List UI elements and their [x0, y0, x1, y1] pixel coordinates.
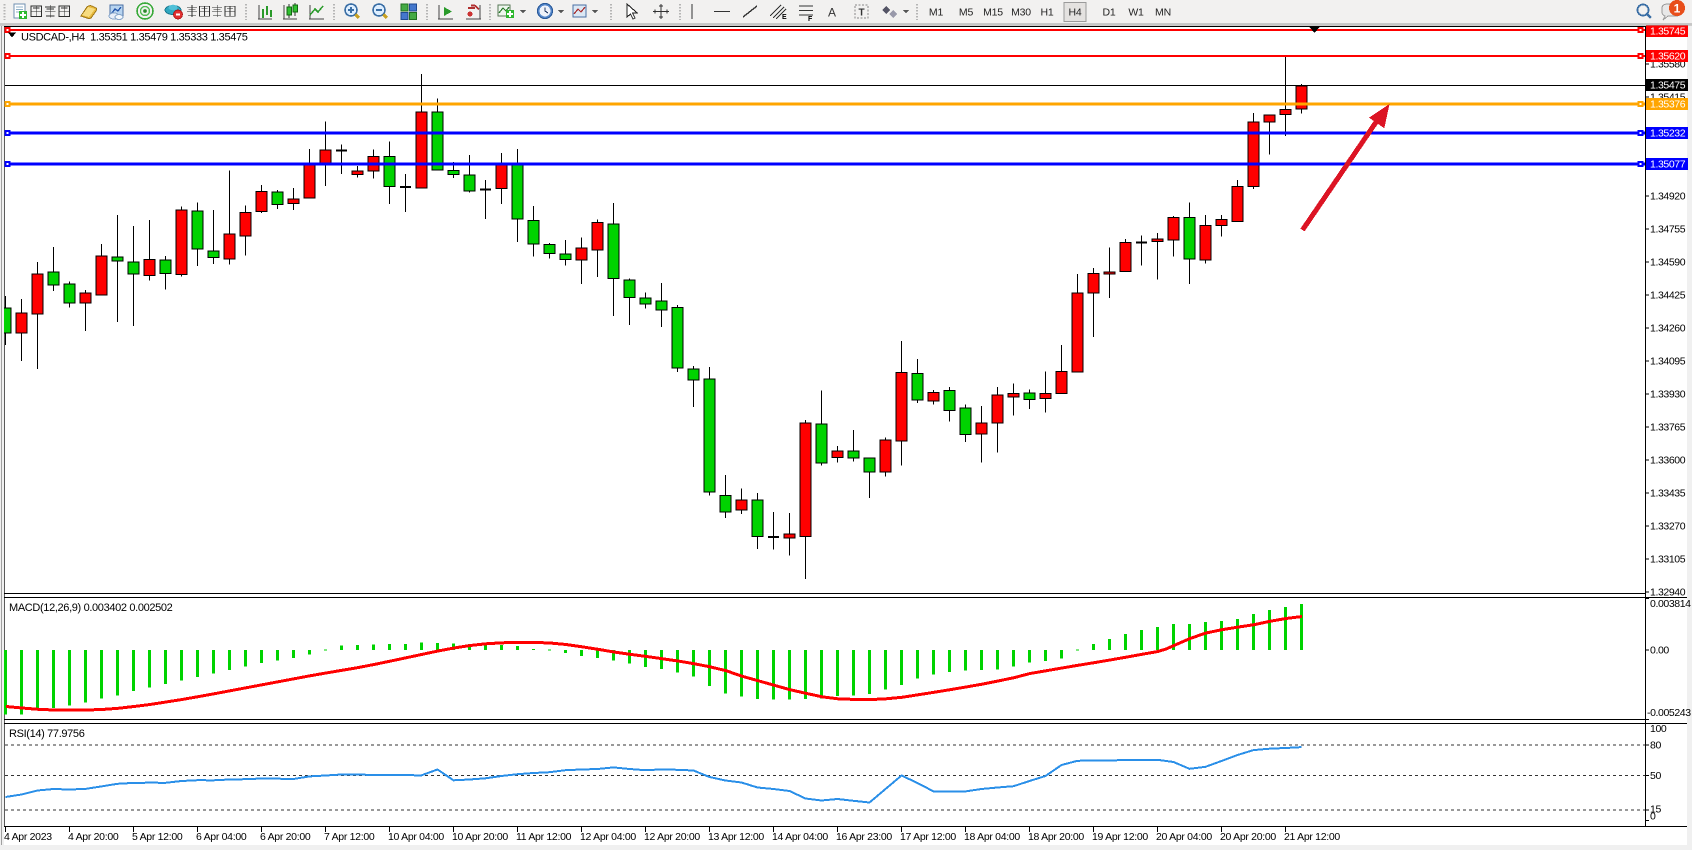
svg-text:100: 100 — [1650, 723, 1667, 735]
svg-text:50: 50 — [1650, 770, 1661, 782]
svg-text:1.34590: 1.34590 — [1650, 257, 1686, 269]
svg-text:4 Apr 2023: 4 Apr 2023 — [4, 831, 52, 843]
svg-text:1.34920: 1.34920 — [1650, 191, 1686, 203]
svg-text:18 Apr 20:00: 18 Apr 20:00 — [1028, 831, 1084, 843]
svg-text:20 Apr 04:00: 20 Apr 04:00 — [1156, 831, 1212, 843]
svg-text:1.34425: 1.34425 — [1650, 290, 1686, 302]
svg-text:80: 80 — [1650, 740, 1661, 752]
svg-text:1.35620: 1.35620 — [1650, 51, 1686, 63]
svg-text:11 Apr 12:00: 11 Apr 12:00 — [516, 831, 572, 843]
svg-text:1.35232: 1.35232 — [1650, 128, 1686, 140]
svg-text:0: 0 — [1650, 811, 1656, 823]
svg-text:1.33105: 1.33105 — [1650, 554, 1686, 566]
svg-text:RSI(14) 77.9756: RSI(14) 77.9756 — [9, 728, 85, 740]
svg-text:0.00: 0.00 — [1650, 645, 1669, 657]
svg-text:1.33765: 1.33765 — [1650, 422, 1686, 434]
svg-text:1.35745: 1.35745 — [1650, 26, 1686, 38]
svg-text:10 Apr 04:00: 10 Apr 04:00 — [388, 831, 444, 843]
svg-text:1.34260: 1.34260 — [1650, 323, 1686, 335]
svg-text:1.34095: 1.34095 — [1650, 356, 1686, 368]
svg-text:21 Apr 12:00: 21 Apr 12:00 — [1284, 831, 1340, 843]
svg-text:1.33270: 1.33270 — [1650, 521, 1686, 533]
svg-text:14 Apr 04:00: 14 Apr 04:00 — [772, 831, 828, 843]
svg-text:T: T — [859, 8, 865, 19]
svg-text:1.33600: 1.33600 — [1650, 455, 1686, 467]
svg-text:1.32940: 1.32940 — [1650, 587, 1686, 599]
svg-text:1.33930: 1.33930 — [1650, 389, 1686, 401]
svg-text:M15: M15 — [983, 7, 1003, 19]
svg-text:M1: M1 — [929, 7, 944, 19]
svg-text:MACD(12,26,9) 0.003402 0.00250: MACD(12,26,9) 0.003402 0.002502 — [9, 602, 173, 614]
svg-text:19 Apr 12:00: 19 Apr 12:00 — [1092, 831, 1148, 843]
svg-text:12 Apr 04:00: 12 Apr 04:00 — [580, 831, 636, 843]
svg-text:0.003814: 0.003814 — [1650, 598, 1691, 610]
svg-text:7 Apr 12:00: 7 Apr 12:00 — [324, 831, 375, 843]
svg-text:16 Apr 23:00: 16 Apr 23:00 — [836, 831, 892, 843]
svg-text:F: F — [808, 16, 813, 23]
svg-text:4 Apr 20:00: 4 Apr 20:00 — [68, 831, 119, 843]
svg-text:M30: M30 — [1011, 7, 1031, 19]
svg-text:-0.005243: -0.005243 — [1647, 707, 1691, 719]
svg-text:17 Apr 12:00: 17 Apr 12:00 — [900, 831, 956, 843]
svg-text:6 Apr 20:00: 6 Apr 20:00 — [260, 831, 311, 843]
svg-text:USDCAD-,H4 1.35351 1.35479 1.: USDCAD-,H4 1.35351 1.35479 1.35333 1.354… — [21, 32, 248, 44]
svg-text:20 Apr 20:00: 20 Apr 20:00 — [1220, 831, 1276, 843]
svg-text:10 Apr 20:00: 10 Apr 20:00 — [452, 831, 508, 843]
svg-text:E: E — [782, 14, 787, 21]
svg-text:1.35376: 1.35376 — [1650, 99, 1686, 111]
svg-text:18 Apr 04:00: 18 Apr 04:00 — [964, 831, 1020, 843]
svg-text:D1: D1 — [1102, 7, 1115, 19]
svg-text:MN: MN — [1155, 7, 1171, 19]
svg-text:1.33435: 1.33435 — [1650, 488, 1686, 500]
svg-text:1.34755: 1.34755 — [1650, 224, 1686, 236]
svg-text:5 Apr 12:00: 5 Apr 12:00 — [132, 831, 183, 843]
svg-text:W1: W1 — [1128, 7, 1144, 19]
svg-text:H4: H4 — [1068, 7, 1081, 19]
svg-text:H1: H1 — [1040, 7, 1053, 19]
svg-text:13 Apr 12:00: 13 Apr 12:00 — [708, 831, 764, 843]
svg-text:A: A — [828, 6, 836, 20]
svg-text:1: 1 — [1674, 2, 1681, 16]
svg-text:1.35077: 1.35077 — [1650, 159, 1686, 171]
svg-text:15: 15 — [1650, 804, 1661, 816]
svg-text:6 Apr 04:00: 6 Apr 04:00 — [196, 831, 247, 843]
svg-text:1.35475: 1.35475 — [1650, 80, 1686, 92]
svg-text:12 Apr 20:00: 12 Apr 20:00 — [644, 831, 700, 843]
svg-text:M5: M5 — [959, 7, 974, 19]
